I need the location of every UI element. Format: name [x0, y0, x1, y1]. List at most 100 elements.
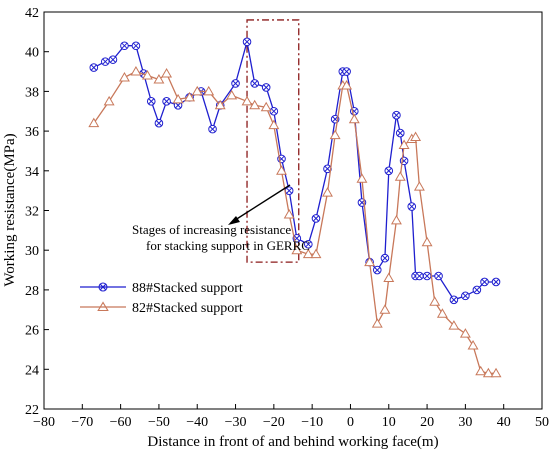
annotation-line-1: Stages of increasing resistance: [132, 222, 291, 237]
data-point: [146, 97, 156, 106]
data-point: [434, 271, 443, 281]
data-point: [449, 295, 459, 305]
x-tick-label: −10: [301, 415, 323, 430]
data-point: [329, 129, 341, 140]
legend: 88#Stacked support 82#Stacked support: [80, 281, 243, 316]
data-point: [371, 318, 383, 328]
data-point: [226, 89, 238, 100]
data-point: [348, 113, 360, 124]
data-point: [268, 119, 280, 130]
x-tick-label: −20: [263, 415, 285, 430]
data-point: [172, 93, 184, 104]
y-tick-label: 38: [25, 85, 39, 100]
data-point: [472, 285, 482, 295]
legend-label-88: 88#Stacked support: [132, 281, 243, 296]
data-point: [413, 181, 425, 191]
y-axis-title: Working resistance(MPa): [2, 133, 18, 286]
x-tick-label: −60: [110, 415, 132, 430]
data-point: [379, 304, 391, 314]
x-tick-label: −50: [148, 415, 170, 430]
data-point: [153, 73, 165, 84]
y-tick-label: 30: [25, 244, 39, 259]
data-point: [461, 291, 470, 301]
y-tick-label: 32: [25, 205, 39, 220]
data-point: [203, 85, 215, 96]
series-1: [88, 66, 502, 378]
highlight-box: [246, 19, 300, 263]
data-point: [269, 106, 279, 116]
data-point: [310, 248, 322, 259]
data-point: [415, 271, 424, 281]
data-point: [162, 97, 171, 106]
y-axis: 22 24 26 28 30 32 34 36 38 40 42: [25, 6, 49, 418]
series-layer: [88, 37, 502, 378]
annotation-arrowhead: [228, 216, 240, 225]
y-tick-label: 40: [25, 46, 39, 61]
data-point: [341, 79, 353, 90]
y-tick-label: 26: [25, 324, 39, 339]
data-point: [103, 95, 115, 106]
legend-label-82: 82#Stacked support: [132, 301, 243, 316]
x-tick-label: 20: [420, 415, 434, 430]
data-point: [242, 37, 252, 47]
data-point: [429, 296, 441, 306]
series-0: [89, 37, 501, 305]
data-point: [394, 171, 406, 181]
legend-item-88: 88#Stacked support: [80, 281, 243, 296]
data-point: [459, 328, 471, 338]
data-point: [120, 41, 129, 51]
data-point: [467, 339, 479, 350]
data-point: [261, 83, 271, 92]
data-point: [260, 101, 272, 112]
data-point: [302, 248, 314, 259]
x-tick-label: −70: [71, 415, 93, 430]
data-point: [390, 214, 402, 225]
data-point: [491, 277, 501, 287]
data-point: [89, 63, 99, 72]
data-point: [383, 272, 395, 282]
data-point: [249, 99, 261, 110]
data-point: [108, 55, 118, 64]
data-point: [291, 244, 303, 255]
x-axis: −80 −70 −60 −50 −40 −30 −20 −10 0 10 20 30 40 50: [33, 404, 549, 430]
data-point: [283, 208, 295, 219]
data-point: [161, 68, 173, 78]
data-point: [480, 277, 489, 287]
data-point: [490, 367, 502, 378]
annotation-arrow: [231, 184, 291, 223]
data-point: [141, 70, 153, 80]
data-point: [231, 79, 240, 88]
data-point: [208, 124, 217, 134]
x-tick-label: 40: [497, 415, 511, 430]
data-point: [88, 117, 100, 128]
data-point: [241, 95, 253, 106]
data-point: [410, 131, 422, 142]
x-tick-label: 30: [458, 415, 472, 430]
data-point: [311, 214, 321, 223]
data-point: [475, 365, 487, 376]
annotation: Stages of increasing resistance for stac…: [132, 184, 310, 253]
data-point: [356, 173, 368, 183]
data-point: [276, 165, 287, 175]
y-tick-label: 24: [25, 363, 39, 378]
legend-item-82: 82#Stacked support: [80, 301, 243, 316]
x-tick-label: −40: [186, 415, 208, 430]
y-tick-label: 28: [25, 284, 39, 299]
data-point: [130, 66, 142, 76]
x-axis-title: Distance in front of and behind working …: [147, 434, 438, 450]
data-point: [323, 164, 332, 174]
series-line: [93, 41, 496, 301]
data-point: [173, 100, 183, 110]
data-point: [398, 139, 410, 149]
data-point: [322, 187, 333, 197]
data-point: [250, 79, 259, 88]
data-point: [118, 72, 130, 82]
data-point: [304, 239, 313, 249]
data-point: [384, 166, 394, 176]
x-tick-label: −80: [33, 415, 55, 430]
x-tick-label: 0: [347, 415, 354, 430]
data-point: [131, 41, 141, 51]
data-point: [395, 128, 405, 138]
x-tick-label: 50: [535, 415, 549, 430]
